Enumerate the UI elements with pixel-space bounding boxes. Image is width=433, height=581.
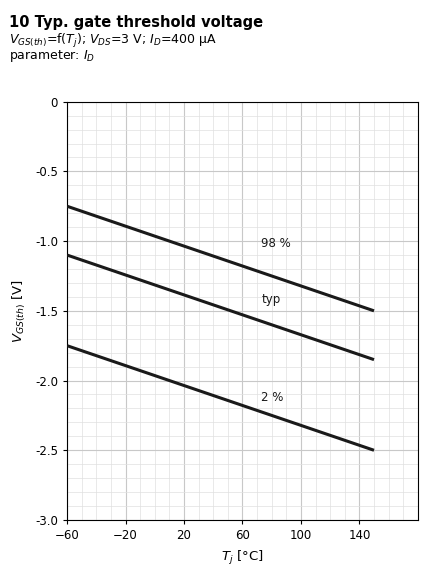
Text: 2 %: 2 % [262, 391, 284, 404]
Text: $V_{GS(th)}$=f($T_j$); $V_{DS}$=3 V; $I_D$=400 μA: $V_{GS(th)}$=f($T_j$); $V_{DS}$=3 V; $I_… [9, 32, 217, 50]
Text: 98 %: 98 % [262, 238, 291, 250]
Text: typ: typ [262, 293, 281, 306]
X-axis label: $T_j$ [°C]: $T_j$ [°C] [221, 549, 264, 567]
Text: parameter: $I_D$: parameter: $I_D$ [9, 48, 95, 64]
Text: 10 Typ. gate threshold voltage: 10 Typ. gate threshold voltage [9, 15, 263, 30]
Y-axis label: $V_{GS(th)}$ [V]: $V_{GS(th)}$ [V] [11, 279, 28, 343]
